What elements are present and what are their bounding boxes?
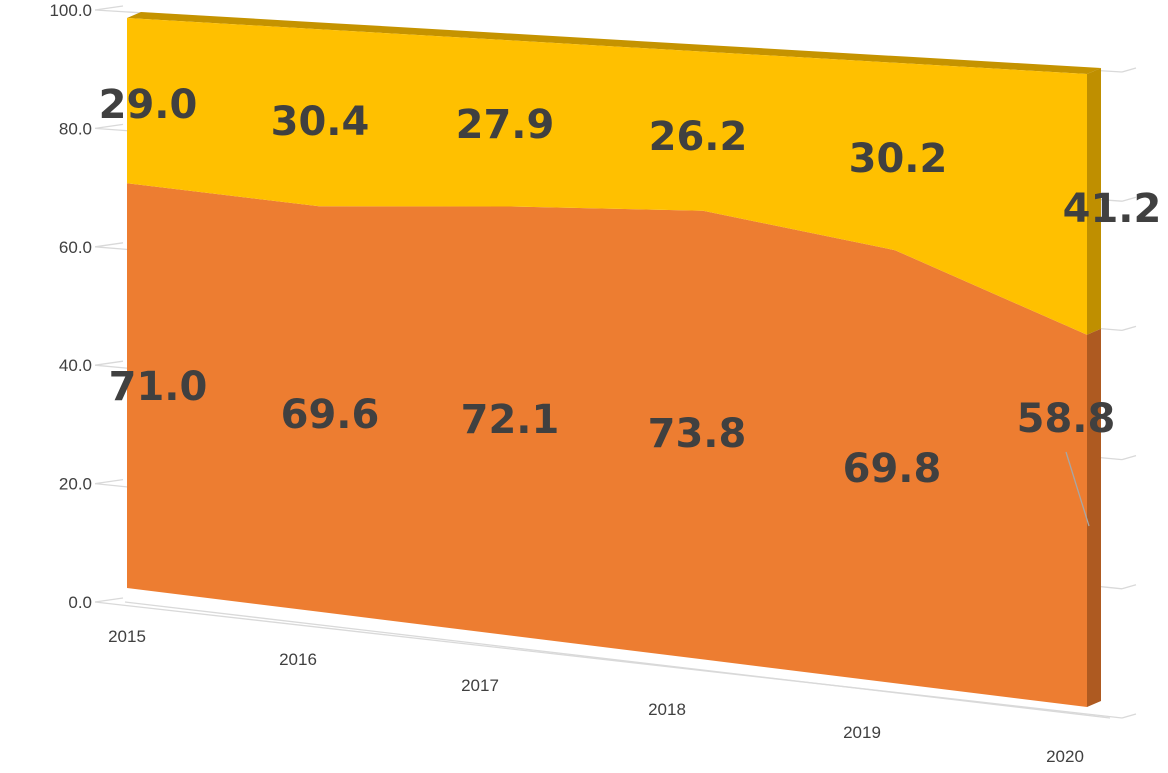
- data-label-series-2: 27.9: [456, 102, 555, 148]
- grid-stub-left: [94, 478, 124, 485]
- y-tick-label: 80.0: [59, 119, 92, 138]
- data-label-series-1: 72.1: [461, 397, 560, 443]
- x-tick-label: 2016: [279, 650, 317, 669]
- grid-stub-left: [94, 5, 124, 11]
- grid-stub-left: [94, 123, 124, 130]
- data-label-series-2: 41.2: [1063, 186, 1162, 232]
- data-label-series-1: 69.8: [843, 446, 942, 492]
- grid-stub-right: [1121, 325, 1137, 332]
- grid-stub-right: [1121, 713, 1137, 719]
- grid-stub-right: [1121, 196, 1137, 202]
- plot-area: [127, 12, 1101, 708]
- data-label-series-2: 29.0: [99, 82, 198, 128]
- grid-stub-left: [94, 242, 124, 248]
- axes: 0.0 20.0 40.0 60.0 80.0 100.0 2015 2016 2017 2018…: [49, 1, 1111, 766]
- data-label-series-2: 30.4: [271, 99, 370, 145]
- data-labels: 29.0 30.4 27.9 26.2 30.2 41.2 71.0 69.6 72.1 73.8…: [99, 82, 1162, 527]
- grid-stub-right: [1121, 454, 1137, 461]
- y-tick-label: 60.0: [59, 238, 92, 257]
- grid-stub-right: [1121, 67, 1137, 73]
- y-tick-label: 20.0: [59, 475, 92, 494]
- y-tick-label: 40.0: [59, 356, 92, 375]
- data-label-series-2: 26.2: [649, 114, 748, 160]
- series-2-top-face: [127, 12, 1101, 74]
- y-tick-label: 100.0: [49, 1, 92, 20]
- data-label-series-1: 71.0: [109, 364, 208, 410]
- data-label-series-1: 69.6: [281, 392, 380, 438]
- series-1-area: [127, 183, 1087, 708]
- leader-line: [1065, 451, 1090, 527]
- x-tick-label: 2015: [108, 627, 146, 646]
- x-tick-label: 2018: [648, 700, 686, 719]
- data-label-series-1: 58.8: [1017, 396, 1116, 442]
- x-tick-label: 2020: [1046, 747, 1084, 766]
- data-label-series-1: 73.8: [648, 411, 747, 457]
- x-tick-label: 2017: [461, 676, 499, 695]
- x-tick-label: 2019: [843, 723, 881, 742]
- grid-stub-left: [94, 360, 124, 366]
- series-2-area: [127, 18, 1087, 335]
- series-2-side-face: [1087, 68, 1101, 335]
- data-label-series-2: 30.2: [849, 136, 948, 182]
- series-1-side-face: [1087, 328, 1101, 707]
- floor-line: [124, 601, 1111, 719]
- grid-stub-right: [1121, 584, 1137, 590]
- grid-stub-left: [94, 597, 124, 603]
- y-tick-label: 0.0: [68, 593, 92, 612]
